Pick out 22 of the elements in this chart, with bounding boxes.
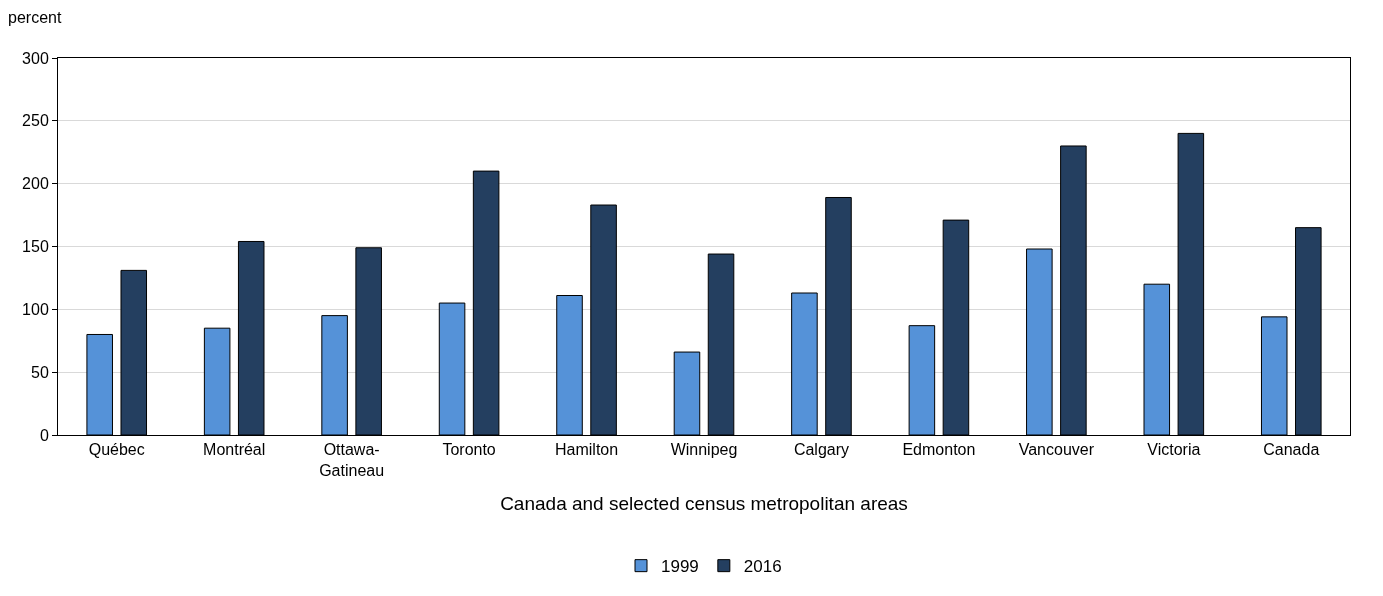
x-tick-label: Toronto bbox=[442, 441, 496, 459]
x-axis-title: Canada and selected census metropolitan areas bbox=[500, 492, 908, 514]
x-tick-label: Edmonton bbox=[902, 441, 976, 459]
x-tick-label: Hamilton bbox=[554, 441, 619, 459]
y-tick-label: 300 bbox=[22, 49, 49, 67]
legend-label: 2016 bbox=[743, 557, 782, 577]
y-tick-label: 100 bbox=[22, 300, 49, 318]
x-tick-label: Montréal bbox=[203, 441, 266, 459]
legend-label: 1999 bbox=[661, 557, 699, 577]
x-tick-label: Victoria bbox=[1147, 441, 1201, 459]
x-tick-label: Québec bbox=[88, 441, 145, 459]
x-tick-label: Winnipeg bbox=[670, 441, 738, 459]
x-tick-label: Calgary bbox=[793, 441, 850, 459]
y-tick-label: 0 bbox=[39, 426, 49, 444]
x-tick-label: Ottawa- Gatineau bbox=[319, 441, 385, 479]
x-tick-label: Canada bbox=[1263, 441, 1320, 459]
y-tick-label: 50 bbox=[31, 363, 49, 381]
y-tick-label: 200 bbox=[22, 175, 49, 193]
y-tick-label: 250 bbox=[22, 112, 49, 130]
y-tick-label: 150 bbox=[22, 238, 49, 256]
y-axis-title: percent bbox=[8, 9, 62, 26]
x-tick-label: Vancouver bbox=[1018, 441, 1095, 459]
